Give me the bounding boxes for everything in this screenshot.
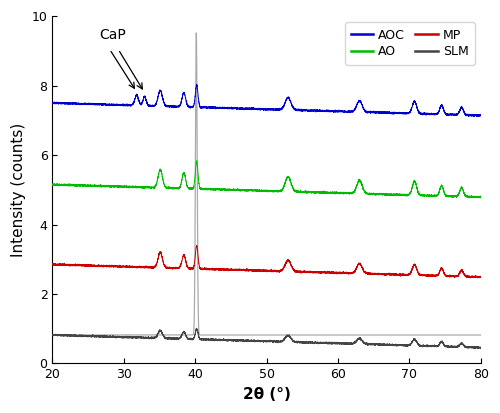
X-axis label: 2θ (°): 2θ (°) (242, 387, 290, 402)
Y-axis label: Intensity (counts): Intensity (counts) (11, 123, 26, 257)
Text: CaP: CaP (100, 28, 126, 42)
Legend: AOC, AO, MP, SLM: AOC, AO, MP, SLM (344, 22, 474, 64)
